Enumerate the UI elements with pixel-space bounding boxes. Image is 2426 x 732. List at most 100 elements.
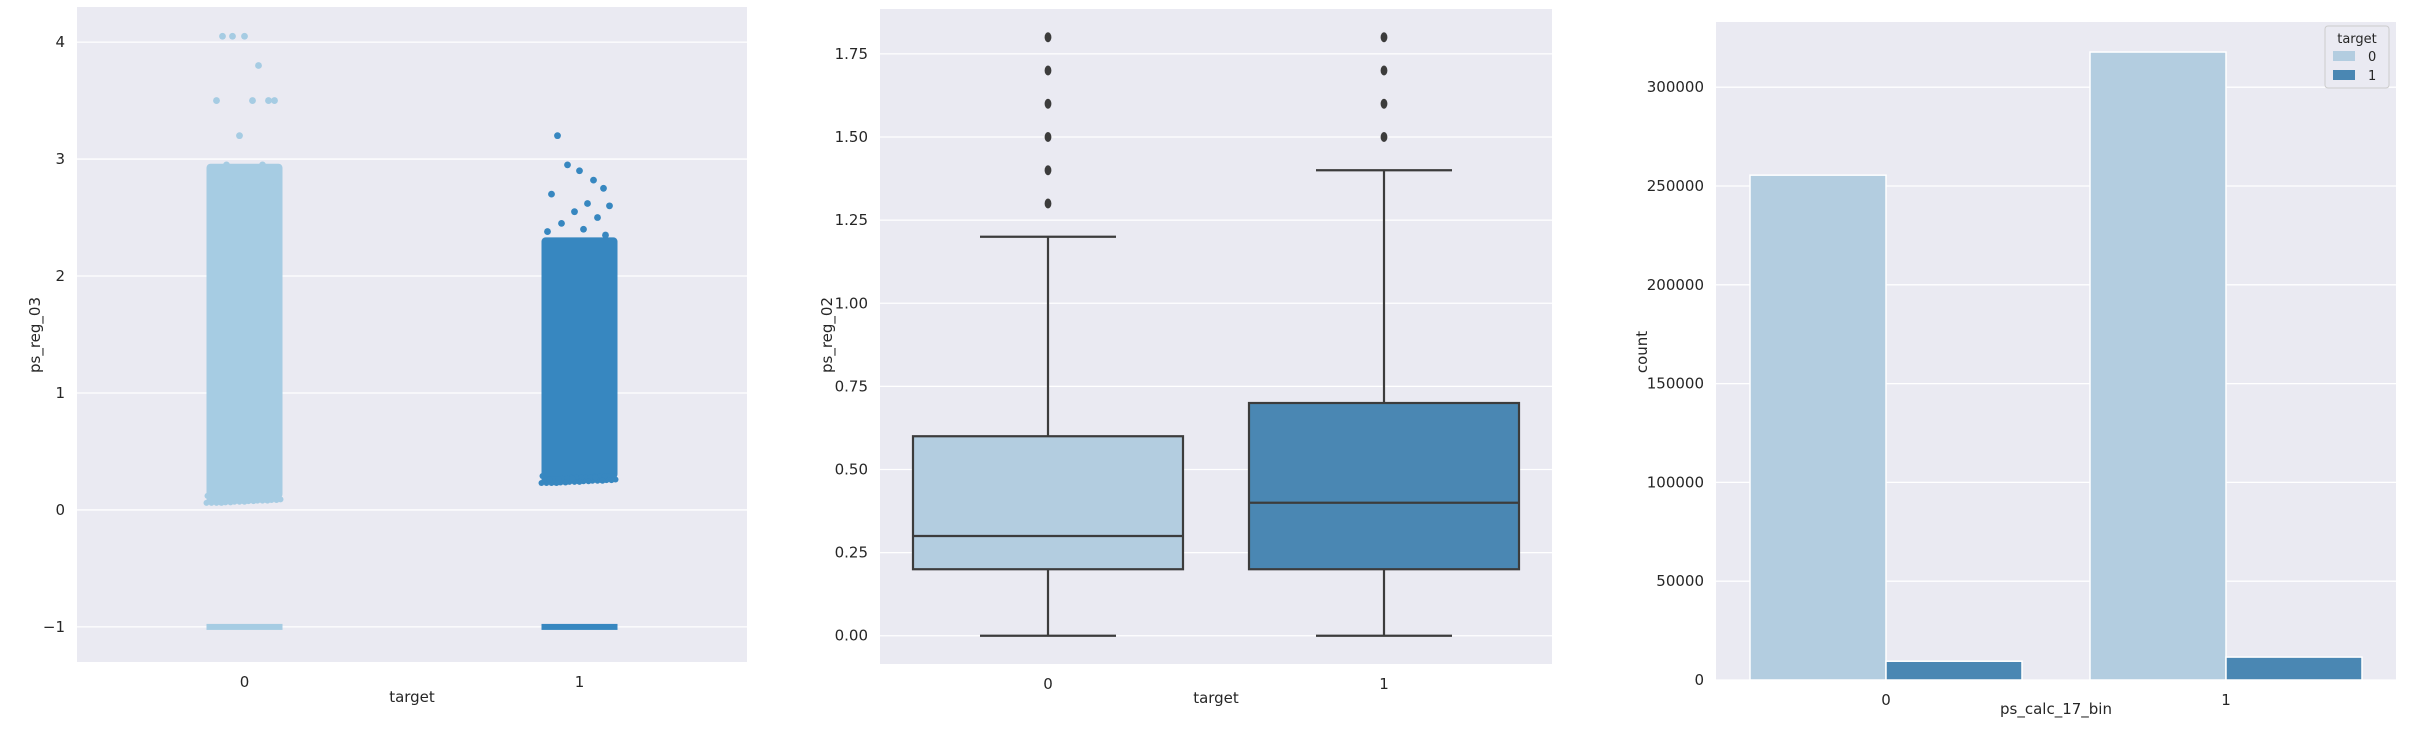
y-tick-label: 3	[55, 150, 65, 168]
strip-point	[245, 167, 252, 175]
y-tick-label: 1.25	[835, 211, 868, 229]
strip-point	[564, 161, 571, 169]
strip-point	[602, 231, 609, 239]
y-tick-label: 2	[55, 267, 65, 285]
strip-point	[562, 479, 569, 486]
strip-point	[592, 474, 599, 481]
x-tick-label: 1	[1379, 675, 1389, 693]
y-axis-label: ps_reg_03	[26, 297, 45, 373]
flier-point	[1380, 65, 1388, 76]
strip-point	[606, 202, 613, 210]
strip-point	[259, 161, 266, 169]
strip-point	[267, 179, 274, 186]
strip-point	[204, 492, 211, 499]
flier-point	[1044, 132, 1052, 143]
y-tick-label: 0	[1694, 671, 1704, 689]
strip-point	[211, 496, 218, 503]
x-axis-label: ps_calc_17_bin	[2000, 700, 2112, 719]
strip-point	[219, 32, 226, 40]
strip-point	[585, 478, 592, 485]
strip-cluster	[541, 623, 618, 630]
bar-0	[2089, 51, 2227, 681]
y-tick-label: 0.00	[835, 627, 868, 645]
strip-point	[255, 62, 262, 69]
strip-point	[599, 477, 606, 484]
strip-point	[249, 97, 256, 104]
strip-plot-panel: −1 0 1 2 3 4 0 1 target ps_reg_03	[26, 7, 747, 706]
strip-point	[223, 161, 230, 169]
box	[1247, 401, 1521, 571]
y-tick-label: 100000	[1647, 473, 1704, 491]
y-tick-label: 150000	[1647, 375, 1704, 393]
legend-label-1: 1	[2368, 69, 2376, 84]
strip-point	[553, 480, 560, 487]
x-tick-label: 0	[240, 673, 250, 691]
x-tick-label: 0	[1881, 691, 1891, 709]
strip-point	[232, 184, 239, 192]
strip-point	[544, 228, 551, 235]
y-tick-label: 1	[55, 384, 65, 402]
legend-title: target	[2337, 32, 2377, 47]
strip-point	[539, 473, 546, 480]
y-tick-label: 200000	[1647, 276, 1704, 294]
y-tick-label: 1.00	[835, 294, 868, 312]
flier-point	[1380, 98, 1388, 109]
plot-background	[77, 7, 747, 662]
y-tick-label: 300000	[1647, 78, 1704, 96]
strip-point	[234, 495, 241, 502]
strip-point	[236, 132, 243, 140]
flier-point	[1044, 198, 1052, 209]
strip-point	[227, 499, 234, 506]
y-tick-label: 50000	[1656, 572, 1704, 590]
strip-point	[265, 97, 272, 104]
y-tick-label: 0.75	[835, 377, 868, 395]
strip-point	[218, 499, 225, 506]
flier-point	[1380, 32, 1388, 43]
legend-swatch-0	[2333, 51, 2355, 61]
strip-point	[253, 190, 260, 198]
strip-point	[273, 497, 280, 504]
strip-band	[206, 163, 283, 499]
y-tick-label: 0	[55, 501, 65, 519]
y-tick-label: 4	[55, 33, 65, 51]
flier-point	[1380, 132, 1388, 143]
strip-point	[569, 475, 576, 482]
y-axis-label: ps_reg_02	[818, 297, 837, 373]
strip-point	[554, 132, 561, 140]
strip-point	[257, 494, 264, 501]
y-tick-label: 0.50	[835, 460, 868, 478]
legend: target 0 1	[2324, 25, 2390, 89]
y-tick-label: 1.50	[835, 128, 868, 146]
strip-point	[580, 225, 587, 233]
y-tick-label: −1	[43, 618, 65, 636]
strip-point	[241, 32, 248, 40]
y-tick-label: 1.75	[835, 45, 868, 63]
strip-point	[250, 498, 257, 505]
x-tick-label: 1	[2221, 691, 2231, 709]
bar-0	[1749, 174, 1887, 681]
bar-chart-panel: 0 50000 100000 150000 200000 250000 300000 0 1 p…	[1633, 22, 2396, 719]
box	[911, 435, 1185, 571]
strip-point	[584, 200, 591, 207]
strip-point	[229, 32, 236, 40]
flier-point	[1044, 98, 1052, 109]
strip-point	[546, 476, 553, 483]
legend-swatch-1	[2333, 70, 2355, 80]
strip-point	[576, 167, 583, 175]
strip-point	[571, 208, 578, 216]
strip-point	[594, 214, 601, 221]
strip-point	[241, 498, 248, 505]
x-tick-label: 0	[1043, 675, 1053, 693]
x-tick-label: 1	[575, 673, 585, 691]
bar-1	[2225, 656, 2363, 681]
strip-point	[213, 97, 220, 104]
strip-point	[590, 176, 597, 184]
strip-cluster	[206, 623, 283, 630]
strip-point	[558, 219, 565, 227]
y-tick-label: 250000	[1647, 177, 1704, 195]
strip-band	[541, 237, 618, 479]
flier-point	[1044, 32, 1052, 43]
strip-point	[264, 497, 271, 504]
legend-label-0: 0	[2368, 50, 2376, 65]
